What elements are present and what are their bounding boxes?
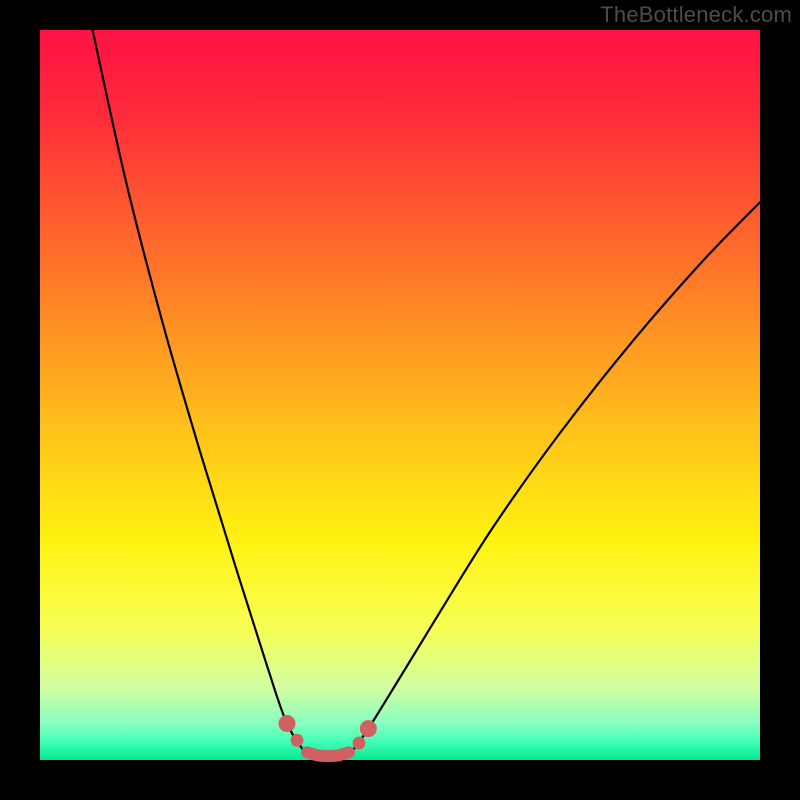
chart-container: TheBottleneck.com bbox=[0, 0, 800, 800]
sweet-spot-dot bbox=[360, 720, 377, 737]
plot-background bbox=[40, 30, 760, 760]
watermark-text: TheBottleneck.com bbox=[600, 2, 792, 28]
sweet-spot-dot bbox=[291, 734, 304, 747]
sweet-spot-dot bbox=[353, 737, 366, 750]
sweet-spot-dot bbox=[278, 715, 295, 732]
bottleneck-chart-svg bbox=[0, 0, 800, 800]
sweet-spot-segment bbox=[307, 752, 349, 756]
